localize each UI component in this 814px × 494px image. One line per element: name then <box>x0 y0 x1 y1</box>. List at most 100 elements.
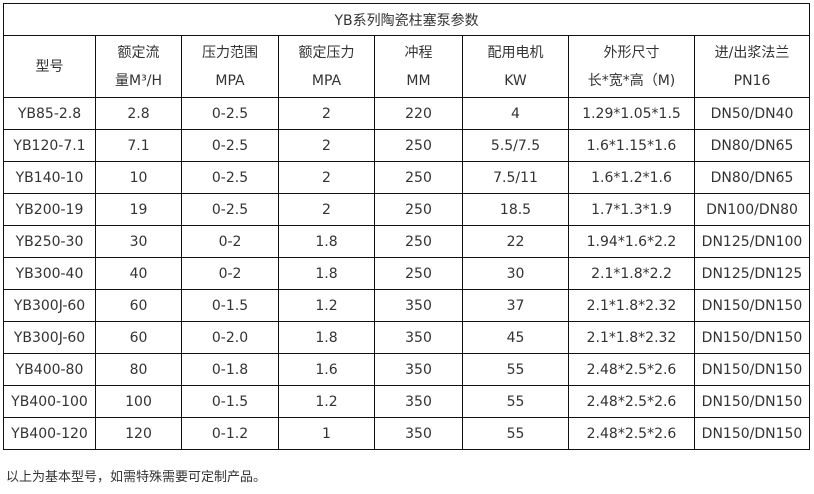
column-header-line: KW <box>504 72 527 89</box>
table-cell: 2.8 <box>95 97 182 130</box>
table-cell: 55 <box>462 353 569 386</box>
table-title: YB系列陶瓷柱塞泵参数 <box>2 3 811 36</box>
column-header-line: MPA <box>311 72 342 89</box>
table-cell: 350 <box>374 385 463 418</box>
column-header-line: 进/出浆法兰 <box>714 44 790 61</box>
column-header-line: MM <box>406 72 431 89</box>
table-cell: 350 <box>374 353 463 386</box>
table-cell: 30 <box>462 257 569 290</box>
table-cell: 1.6 <box>278 353 375 386</box>
table-cell: YB400-80 <box>3 353 96 386</box>
table-cell: 1.94*1.6*2.2 <box>568 225 695 258</box>
table-cell: 2.1*1.8*2.32 <box>568 321 695 354</box>
column-header: 压力范围 MPA <box>181 35 279 98</box>
table-row: YB300-40 40 0-2 1.8 250 30 2.1*1.8*2.2 DN125/DN… <box>3 257 811 290</box>
table-cell: 5.5/7.5 <box>462 129 569 162</box>
column-header: 额定压力 MPA <box>278 35 375 98</box>
table-cell: 7.1 <box>95 129 182 162</box>
table-cell: DN150/DN150 <box>693 289 811 322</box>
table-cell: 18.5 <box>462 193 569 226</box>
table-cell: 7.5/11 <box>462 161 569 194</box>
table-cell: DN125/DN100 <box>693 225 811 258</box>
table-cell: 10 <box>95 161 182 194</box>
table-cell: 250 <box>374 161 463 194</box>
table-cell: YB400-120 <box>3 417 96 450</box>
table-cell: 1.8 <box>278 257 375 290</box>
table-cell: 250 <box>374 193 463 226</box>
table-cell: YB300-40 <box>3 257 96 290</box>
table-cell: 250 <box>374 129 463 162</box>
table-row: YB400-100 100 0-1.5 1.2 350 55 2.48*2.5*2.6 DN1… <box>3 385 811 418</box>
table-cell: YB200-19 <box>3 193 96 226</box>
table-cell: DN150/DN150 <box>693 321 811 354</box>
table-cell: 350 <box>374 417 463 450</box>
table-cell: 0-2.5 <box>181 161 279 194</box>
table-cell: YB140-10 <box>3 161 96 194</box>
table-row: YB200-19 19 0-2.5 2 250 18.5 1.7*1.3*1.9 DN100/… <box>3 193 811 226</box>
table-cell: 40 <box>95 257 182 290</box>
table-cell: 1.8 <box>278 225 375 258</box>
table-row: YB140-10 10 0-2.5 2 250 7.5/11 1.6*1.2*1.6 DN80… <box>3 161 811 194</box>
table-cell: DN50/DN40 <box>693 97 811 130</box>
column-header-line: 配用电机 <box>487 44 544 61</box>
table-cell: 22 <box>462 225 569 258</box>
column-header: 型号 <box>3 35 96 98</box>
table-cell: 37 <box>462 289 569 322</box>
column-header-line: 型号 <box>35 58 64 75</box>
table-cell: 55 <box>462 417 569 450</box>
table-cell: 0-1.2 <box>181 417 279 450</box>
table-cell: 2.48*2.5*2.6 <box>568 353 695 386</box>
table-cell: YB400-100 <box>3 385 96 418</box>
table-cell: 1.7*1.3*1.9 <box>568 193 695 226</box>
table-cell: DN150/DN150 <box>693 353 811 386</box>
column-header-line: 冲程 <box>404 44 433 61</box>
column-header: 进/出浆法兰 PN16 <box>693 35 811 98</box>
column-header-line: 长*宽*高（M) <box>587 72 676 89</box>
table-cell: 60 <box>95 289 182 322</box>
table-cell: 1.6*1.15*1.6 <box>568 129 695 162</box>
table-cell: 250 <box>374 225 463 258</box>
table-cell: 2.1*1.8*2.2 <box>568 257 695 290</box>
table-cell: 350 <box>374 321 463 354</box>
table-cell: 2 <box>278 97 375 130</box>
column-header: 额定流量M³/H <box>95 35 182 98</box>
column-header-line: 量M³/H <box>115 72 162 89</box>
column-header-line: 额定压力 <box>298 44 355 61</box>
table-row: YB300J-60 60 0-1.5 1.2 350 37 2.1*1.8*2.32 DN15… <box>3 289 811 322</box>
table-cell: DN100/DN80 <box>693 193 811 226</box>
table-cell: YB85-2.8 <box>3 97 96 130</box>
table-cell: 120 <box>95 417 182 450</box>
table-cell: 2 <box>278 193 375 226</box>
table-cell: 0-1.5 <box>181 289 279 322</box>
column-header: 配用电机 KW <box>462 35 569 98</box>
table-cell: 0-2 <box>181 257 279 290</box>
table-row: YB85-2.8 2.8 0-2.5 2 220 4 1.29*1.05*1.5 DN50/D… <box>3 97 811 130</box>
table-cell: 2 <box>278 161 375 194</box>
table-cell: YB300J-60 <box>3 289 96 322</box>
table-cell: 0-2 <box>181 225 279 258</box>
table-row: YB300J-60 60 0-2.0 1.8 350 45 2.1*1.8*2.32 DN15… <box>3 321 811 354</box>
column-header: 冲程 MM <box>374 35 463 98</box>
table-cell: DN80/DN65 <box>693 161 811 194</box>
table-cell: 0-2.5 <box>181 97 279 130</box>
column-header-line: 额定流 <box>117 44 160 61</box>
table-cell: DN150/DN150 <box>693 417 811 450</box>
column-header-line: 外形尺寸 <box>603 44 660 61</box>
table-cell: 350 <box>374 289 463 322</box>
table-cell: 0-2.5 <box>181 129 279 162</box>
table-cell: 2.1*1.8*2.32 <box>568 289 695 322</box>
table-row: YB120-7.1 7.1 0-2.5 2 250 5.5/7.5 1.6*1.15*1.6… <box>3 129 811 162</box>
table-cell: 1.29*1.05*1.5 <box>568 97 695 130</box>
table-cell: 2.48*2.5*2.6 <box>568 417 695 450</box>
table-cell: 0-1.8 <box>181 353 279 386</box>
table-cell: 0-2.0 <box>181 321 279 354</box>
table-cell: YB120-7.1 <box>3 129 96 162</box>
table-cell: YB250-30 <box>3 225 96 258</box>
table-cell: 220 <box>374 97 463 130</box>
table-cell: 0-2.5 <box>181 193 279 226</box>
table-cell: DN125/DN125 <box>693 257 811 290</box>
table-cell: 55 <box>462 385 569 418</box>
table-cell: 0-1.5 <box>181 385 279 418</box>
table-row: YB400-80 80 0-1.8 1.6 350 55 2.48*2.5*2.6 DN150… <box>3 353 811 386</box>
column-header-line: PN16 <box>733 72 771 89</box>
